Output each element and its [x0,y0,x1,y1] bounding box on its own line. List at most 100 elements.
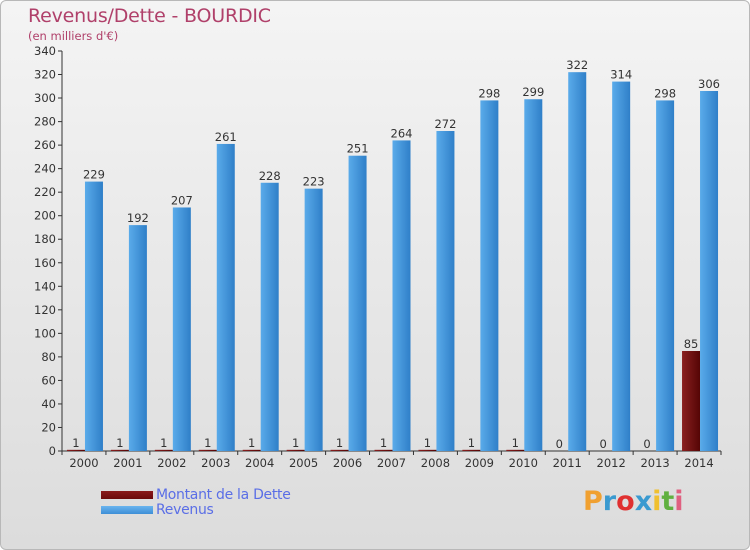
logo-letter: t [661,486,675,517]
logo-letter: r [602,486,617,517]
bar-dette-2001 [110,449,129,451]
label-dette-2002: 1 [160,436,167,450]
y-tick-label: 0 [49,444,56,458]
bar-revenus-2002 [172,207,191,451]
x-tick-label-2011: 2011 [553,456,582,470]
logo-letter: o [616,486,635,517]
label-revenus-2000: 229 [83,168,105,182]
y-tick-label: 280 [34,115,56,129]
bar-revenus-2011 [568,72,587,452]
label-revenus-2006: 251 [347,142,369,156]
bar-revenus-2000 [84,181,103,451]
bar-revenus-2008 [436,131,455,451]
x-tick-label-2009: 2009 [465,456,494,470]
label-dette-2013: 0 [643,437,650,451]
label-dette-2011: 0 [556,437,563,451]
bar-dette-2003 [198,449,217,451]
logo-letter: i [674,486,684,517]
bar-revenus-2013 [656,100,675,451]
bar-revenus-2006 [348,155,367,452]
x-tick-label-2014: 2014 [684,456,713,470]
chart-subtitle: (en milliers d'€) [28,29,119,43]
label-dette-2000: 1 [72,436,79,450]
label-revenus-2014: 306 [698,77,720,91]
bar-revenus-2010 [524,99,543,451]
bar-dette-2004 [242,449,261,451]
x-tick-label-2008: 2008 [421,456,450,470]
label-revenus-2009: 298 [478,86,500,100]
label-revenus-2008: 272 [434,117,456,131]
label-dette-2014: 85 [684,337,699,351]
label-revenus-2002: 207 [171,193,193,207]
bar-revenus-2003 [216,143,235,452]
bar-dette-2009 [462,449,481,451]
y-tick-label: 160 [34,256,56,270]
bar-revenus-2005 [304,188,323,451]
y-tick-label: 340 [34,44,56,58]
y-tick-label: 260 [34,138,56,152]
x-tick-label-2005: 2005 [289,456,318,470]
bar-revenus-2004 [260,182,279,451]
label-revenus-2004: 228 [259,169,281,183]
x-tick-label-2012: 2012 [597,456,626,470]
label-dette-2010: 1 [512,436,519,450]
legend-label-dette: Montant de la Dette [156,487,291,503]
bar-dette-2010 [506,449,525,451]
x-tick-label-2001: 2001 [113,456,142,470]
label-dette-2001: 1 [116,436,123,450]
label-revenus-2012: 314 [610,68,632,82]
label-dette-2008: 1 [424,436,431,450]
legend-swatch-dette [101,491,153,499]
label-dette-2006: 1 [336,436,343,450]
bar-dette-2006 [330,449,349,451]
label-revenus-2003: 261 [215,130,237,144]
bar-dette-2007 [374,449,393,451]
y-tick-label: 80 [41,350,56,364]
label-dette-2005: 1 [292,436,299,450]
label-revenus-2007: 264 [391,126,413,140]
bar-dette-2000 [66,449,85,451]
logo-letter: P [583,486,603,517]
bar-dette-2002 [154,449,173,451]
proxiti-logo: Proxiti [583,486,684,517]
x-tick-label-2003: 2003 [201,456,230,470]
label-dette-2004: 1 [248,436,255,450]
bar-dette-2008 [418,449,437,451]
x-tick-label-2004: 2004 [245,456,274,470]
bar-revenus-2001 [128,225,147,451]
label-revenus-2010: 299 [522,85,544,99]
chart-title: Revenus/Dette - BOURDIC [28,5,271,27]
y-tick-label: 220 [34,185,56,199]
y-tick-label: 300 [34,91,56,105]
label-revenus-2001: 192 [127,211,149,225]
logo-letter: x [634,486,653,517]
label-dette-2007: 1 [380,436,387,450]
bar-dette-2014 [682,351,701,451]
bar-revenus-2012 [612,81,631,452]
label-dette-2009: 1 [468,436,475,450]
y-tick-label: 200 [34,209,56,223]
label-revenus-2005: 223 [303,175,325,189]
label-revenus-2011: 322 [566,58,588,72]
legend-label-revenus: Revenus [156,502,214,518]
x-tick-label-2002: 2002 [157,456,186,470]
logo-letter: i [652,486,662,517]
y-tick-label: 60 [41,373,56,387]
label-revenus-2013: 298 [654,86,676,100]
legend-swatch-revenus [101,506,153,514]
y-tick-label: 40 [41,397,56,411]
label-dette-2012: 0 [600,437,607,451]
bar-revenus-2009 [480,100,499,451]
x-tick-label-2010: 2010 [509,456,538,470]
bar-dette-2005 [286,449,305,451]
bar-revenus-2007 [392,140,411,452]
y-tick-label: 140 [34,279,56,293]
label-dette-2003: 1 [204,436,211,450]
x-tick-label-2000: 2000 [69,456,98,470]
y-tick-label: 20 [41,420,56,434]
x-tick-label-2007: 2007 [377,456,406,470]
x-tick-label-2006: 2006 [333,456,362,470]
y-tick-label: 180 [34,232,56,246]
